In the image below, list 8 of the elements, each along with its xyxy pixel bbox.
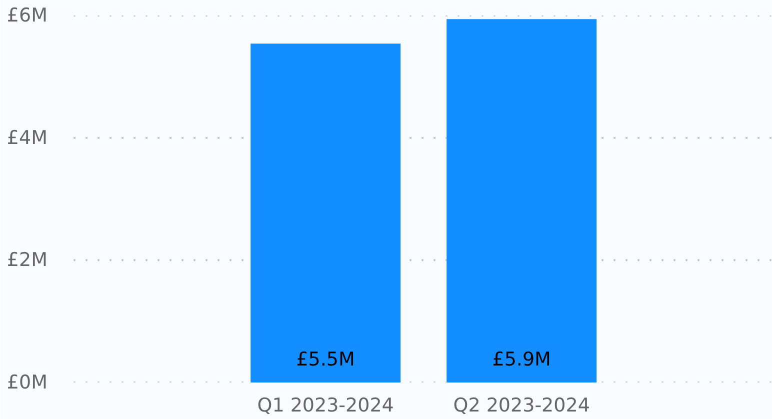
y-tick-label: £4M	[6, 126, 48, 149]
data-label: £5.9M	[492, 348, 551, 370]
x-tick-label: Q2 2023-2024	[453, 394, 590, 416]
y-tick-label: £2M	[6, 249, 48, 272]
y-tick-label: £0M	[6, 372, 48, 394]
y-tick-label: £6M	[6, 4, 48, 26]
x-tick-label: Q1 2023-2024	[257, 394, 394, 416]
data-label: £5.5M	[296, 348, 355, 370]
